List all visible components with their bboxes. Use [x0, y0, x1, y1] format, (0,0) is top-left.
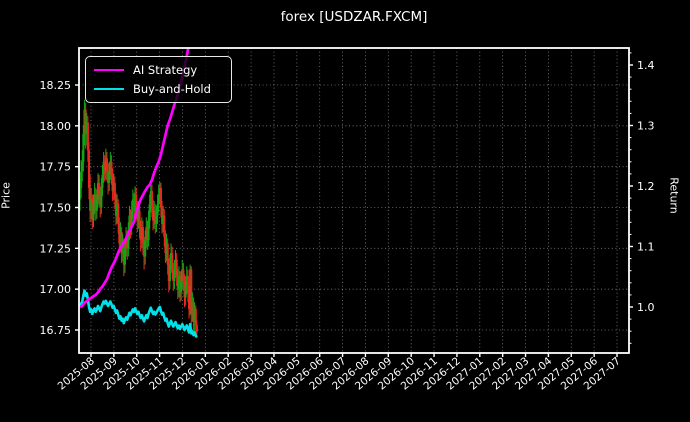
legend-item-buy-and-hold: Buy-and-Hold [94, 82, 223, 96]
legend-label: Buy-and-Hold [133, 81, 211, 96]
return-tick-label: 1.4 [637, 59, 655, 72]
chart-title: forex [USDZAR.FXCM] [280, 9, 428, 25]
plot-frame [78, 47, 630, 354]
return-tick-label: 1.3 [637, 120, 655, 133]
price-tick-label: 18.00 [40, 120, 72, 133]
return-tick-label: 1.2 [637, 180, 655, 193]
ai-strategy-line [79, 48, 190, 309]
legend-label: AI Strategy [133, 63, 198, 78]
return-tick-label: 1.0 [637, 301, 655, 314]
price-tick-label: 18.25 [40, 79, 72, 92]
buy-and-hold-line [79, 289, 198, 339]
price-tick-label: 17.75 [40, 161, 72, 174]
legend-item-ai-strategy: AI Strategy [94, 63, 223, 77]
legend: AI Strategy Buy-and-Hold [85, 56, 232, 103]
candlestick-series [79, 99, 198, 339]
buy-and-hold-line-swatch [94, 87, 124, 90]
price-tick-label: 17.50 [40, 202, 72, 215]
price-axis-label: Price [0, 182, 13, 209]
price-tick-label: 17.25 [40, 242, 72, 255]
price-tick-label: 17.00 [40, 283, 72, 296]
return-axis-label: Return [667, 177, 681, 214]
price-tick-label: 16.75 [40, 324, 72, 337]
return-tick-label: 1.1 [637, 241, 655, 254]
ai-strategy-line-swatch [94, 69, 124, 72]
